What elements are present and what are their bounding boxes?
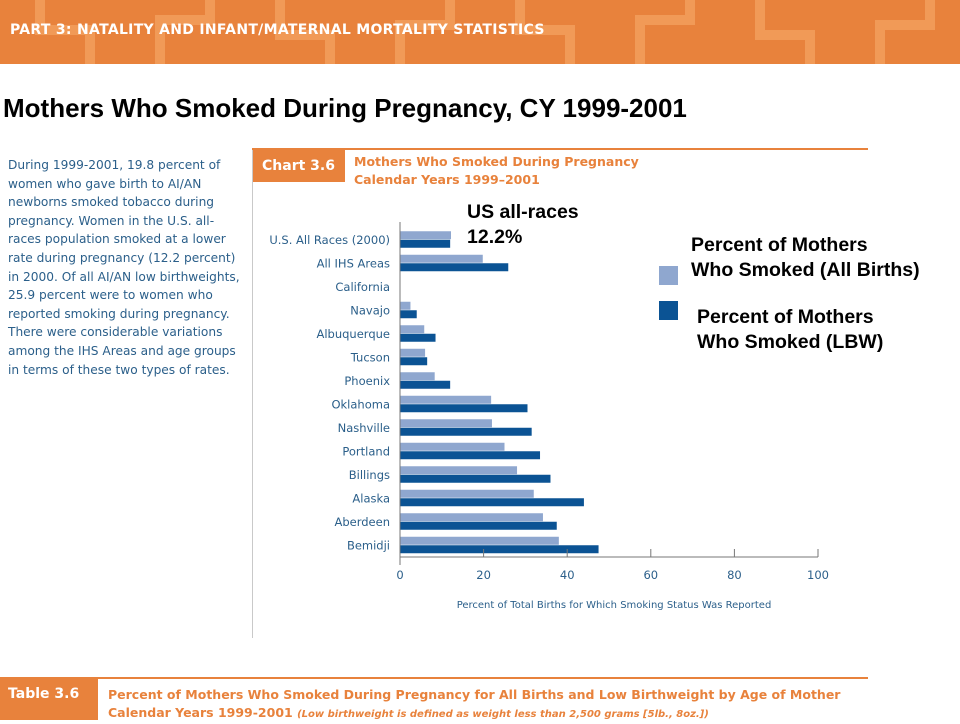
- category-label: Portland: [342, 444, 390, 458]
- category-label: Aberdeen: [334, 515, 390, 529]
- x-axis-label: Percent of Total Births for Which Smokin…: [457, 600, 772, 611]
- banner-text: PART 3: NATALITY AND INFANT/MATERNAL MOR…: [10, 22, 545, 38]
- table-title: Percent of Mothers Who Smoked During Pre…: [108, 686, 840, 724]
- bar-all-births: [400, 536, 559, 545]
- x-tick-label: 80: [727, 568, 742, 582]
- bar-all-births: [400, 348, 426, 357]
- category-label: U.S. All Races (2000): [269, 233, 390, 247]
- bar-all-births: [400, 372, 435, 381]
- category-label: Nashville: [338, 421, 390, 435]
- chart-badge: Chart 3.6: [253, 150, 345, 182]
- bar-lbw: [400, 521, 557, 530]
- category-label: Phoenix: [344, 374, 390, 388]
- category-label: Oklahoma: [331, 397, 390, 411]
- bar-all-births: [400, 395, 492, 404]
- category-label: California: [335, 280, 390, 294]
- table-badge: Table 3.6: [0, 679, 98, 720]
- bar-all-births: [400, 419, 492, 428]
- bar-lbw: [400, 357, 428, 366]
- category-label: Bemidji: [347, 538, 390, 552]
- table-title-note: (Low birthweight is defined as weight le…: [297, 709, 709, 720]
- bar-lbw: [400, 451, 541, 460]
- bar-lbw: [400, 545, 599, 554]
- bar-lbw: [400, 380, 451, 389]
- page-title: Mothers Who Smoked During Pregnancy, CY …: [3, 93, 687, 123]
- category-label: Billings: [349, 468, 390, 482]
- x-tick-label: 60: [643, 568, 658, 582]
- bar-lbw: [400, 263, 509, 272]
- bar-all-births: [400, 489, 534, 498]
- bar-lbw: [400, 333, 436, 342]
- x-tick-label: 100: [807, 568, 829, 582]
- x-tick-label: 40: [560, 568, 575, 582]
- table-title-line1: Percent of Mothers Who Smoked During Pre…: [108, 687, 841, 702]
- column-divider: [252, 148, 253, 638]
- bar-lbw: [400, 474, 551, 483]
- banner-pattern-icon: [35, 0, 935, 64]
- bar-all-births: [400, 513, 543, 522]
- legend-label-all-births: Percent of Mothers Who Smoked (All Birth…: [691, 234, 920, 281]
- table-title-line2: Calendar Years 1999-2001: [108, 705, 293, 720]
- bar-all-births: [400, 231, 451, 240]
- bar-all-births: [400, 466, 518, 475]
- bar-lbw: [400, 427, 532, 436]
- bar-lbw: [400, 310, 417, 319]
- bar-all-births: [400, 442, 505, 451]
- legend-label-lbw: Percent of Mothers Who Smoked (LBW): [697, 306, 884, 353]
- category-label: Albuquerque: [316, 327, 390, 341]
- bar-all-births: [400, 254, 483, 263]
- category-label: Alaska: [352, 491, 390, 505]
- chart-title-line2: Calendar Years 1999–2001: [354, 172, 540, 187]
- us-all-races-annotation: US all-races 12.2%: [467, 201, 579, 248]
- x-tick-label: 20: [476, 568, 491, 582]
- legend-swatch-lbw: [659, 301, 678, 320]
- bar-lbw: [400, 239, 451, 248]
- bar-lbw: [400, 404, 528, 413]
- table-top-rule: [0, 677, 868, 679]
- category-label: Navajo: [350, 303, 390, 317]
- chart-title: Mothers Who Smoked During Pregnancy Cale…: [354, 153, 639, 189]
- legend-swatch-all-births: [659, 266, 678, 285]
- section-banner: PART 3: NATALITY AND INFANT/MATERNAL MOR…: [0, 0, 960, 64]
- chart-top-rule: [252, 148, 868, 150]
- chart-title-line1: Mothers Who Smoked During Pregnancy: [354, 154, 639, 169]
- bar-all-births: [400, 325, 425, 334]
- bar-all-births: [400, 301, 411, 310]
- intro-paragraph: During 1999-2001, 19.8 percent of women …: [8, 158, 240, 377]
- category-label: All IHS Areas: [317, 256, 390, 270]
- x-tick-label: 0: [396, 568, 403, 582]
- category-label: Tucson: [350, 350, 390, 364]
- bar-lbw: [400, 498, 584, 507]
